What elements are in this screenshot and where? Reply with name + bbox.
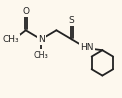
- Text: O: O: [22, 7, 29, 16]
- Text: N: N: [38, 35, 44, 44]
- Text: CH₃: CH₃: [34, 51, 48, 60]
- Text: HN: HN: [80, 43, 94, 52]
- Text: S: S: [69, 16, 75, 25]
- Text: CH₃: CH₃: [2, 35, 19, 44]
